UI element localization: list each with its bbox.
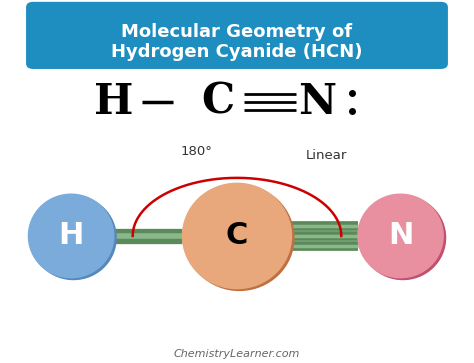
Text: H: H: [58, 221, 84, 250]
Ellipse shape: [358, 194, 443, 278]
Ellipse shape: [28, 194, 114, 278]
Ellipse shape: [360, 196, 446, 280]
Text: Hydrogen Cyanide (HCN): Hydrogen Cyanide (HCN): [111, 43, 363, 61]
Ellipse shape: [185, 185, 294, 290]
Ellipse shape: [182, 183, 292, 289]
Text: Linear: Linear: [306, 148, 347, 162]
Text: N: N: [388, 221, 413, 250]
Ellipse shape: [31, 196, 116, 280]
Text: C: C: [226, 221, 248, 250]
FancyBboxPatch shape: [26, 2, 448, 69]
Text: N: N: [299, 81, 337, 123]
Text: ChemistryLearner.com: ChemistryLearner.com: [174, 349, 300, 359]
Text: Molecular Geometry of: Molecular Geometry of: [121, 23, 353, 41]
Text: 180°: 180°: [181, 145, 213, 158]
Text: H: H: [94, 81, 134, 123]
Text: C: C: [201, 81, 235, 123]
